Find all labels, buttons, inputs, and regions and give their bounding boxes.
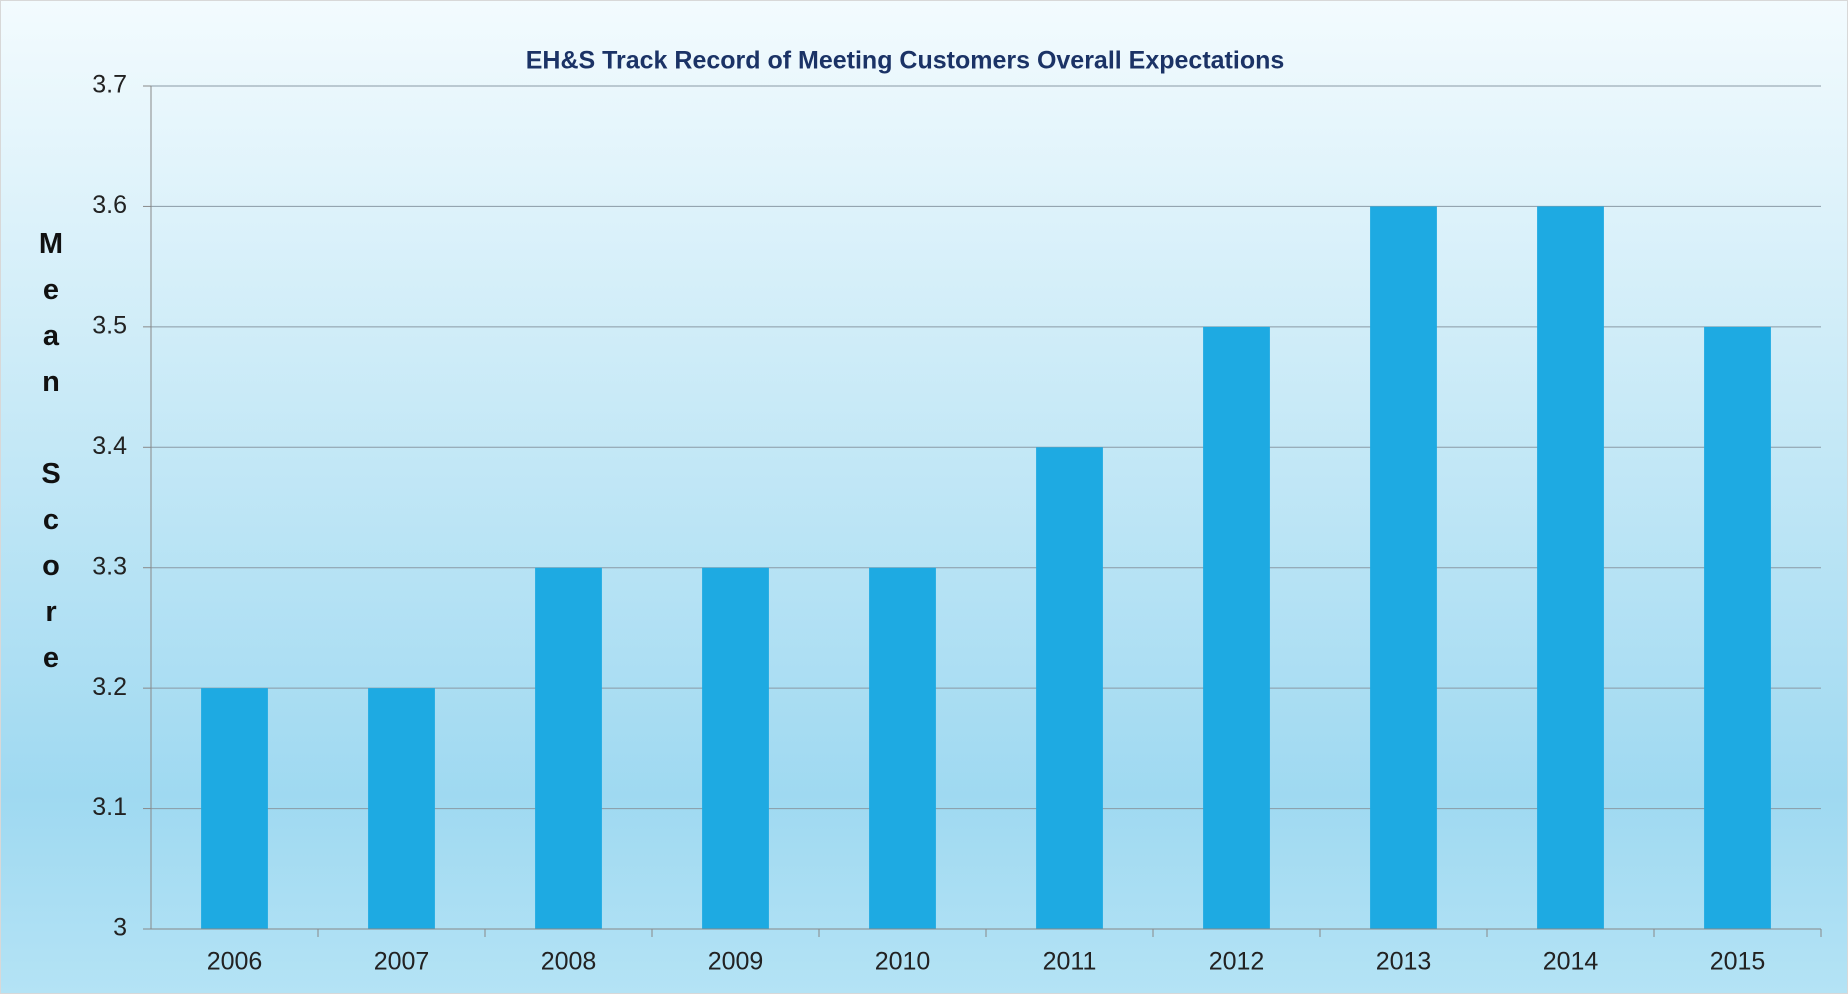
x-tick-label: 2015 — [1710, 948, 1766, 976]
y-tick-label: 3.6 — [92, 191, 127, 219]
x-tick-label: 2008 — [541, 948, 597, 976]
x-tick-label: 2014 — [1543, 948, 1599, 976]
x-tick-label: 2007 — [374, 948, 430, 976]
y-tick-label: 3.2 — [92, 673, 127, 701]
y-tick-label: 3.3 — [92, 552, 127, 580]
bar — [535, 567, 602, 929]
x-tick-label: 2012 — [1209, 948, 1265, 976]
x-tick-label: 2011 — [1043, 948, 1097, 976]
bar — [1537, 206, 1604, 929]
y-tick-label: 3.4 — [92, 432, 127, 460]
bar — [1704, 326, 1771, 929]
y-tick-label: 3 — [113, 914, 127, 942]
bar — [1203, 326, 1270, 929]
y-axis-label: Mean Score — [35, 228, 67, 688]
bar — [368, 688, 435, 929]
x-tick-label: 2010 — [875, 948, 931, 976]
chart-title: EH&S Track Record of Meeting Customers O… — [526, 47, 1285, 75]
y-tick-label: 3.7 — [92, 71, 127, 99]
bar — [869, 567, 936, 929]
x-tick-label: 2009 — [708, 948, 764, 976]
x-tick-label: 2013 — [1376, 948, 1432, 976]
x-tick-label: 2006 — [207, 948, 263, 976]
bar — [1036, 447, 1103, 929]
y-tick-label: 3.1 — [92, 793, 127, 821]
bar — [1370, 206, 1437, 929]
bar — [201, 688, 268, 929]
bar — [702, 567, 769, 929]
y-tick-label: 3.5 — [92, 311, 127, 339]
